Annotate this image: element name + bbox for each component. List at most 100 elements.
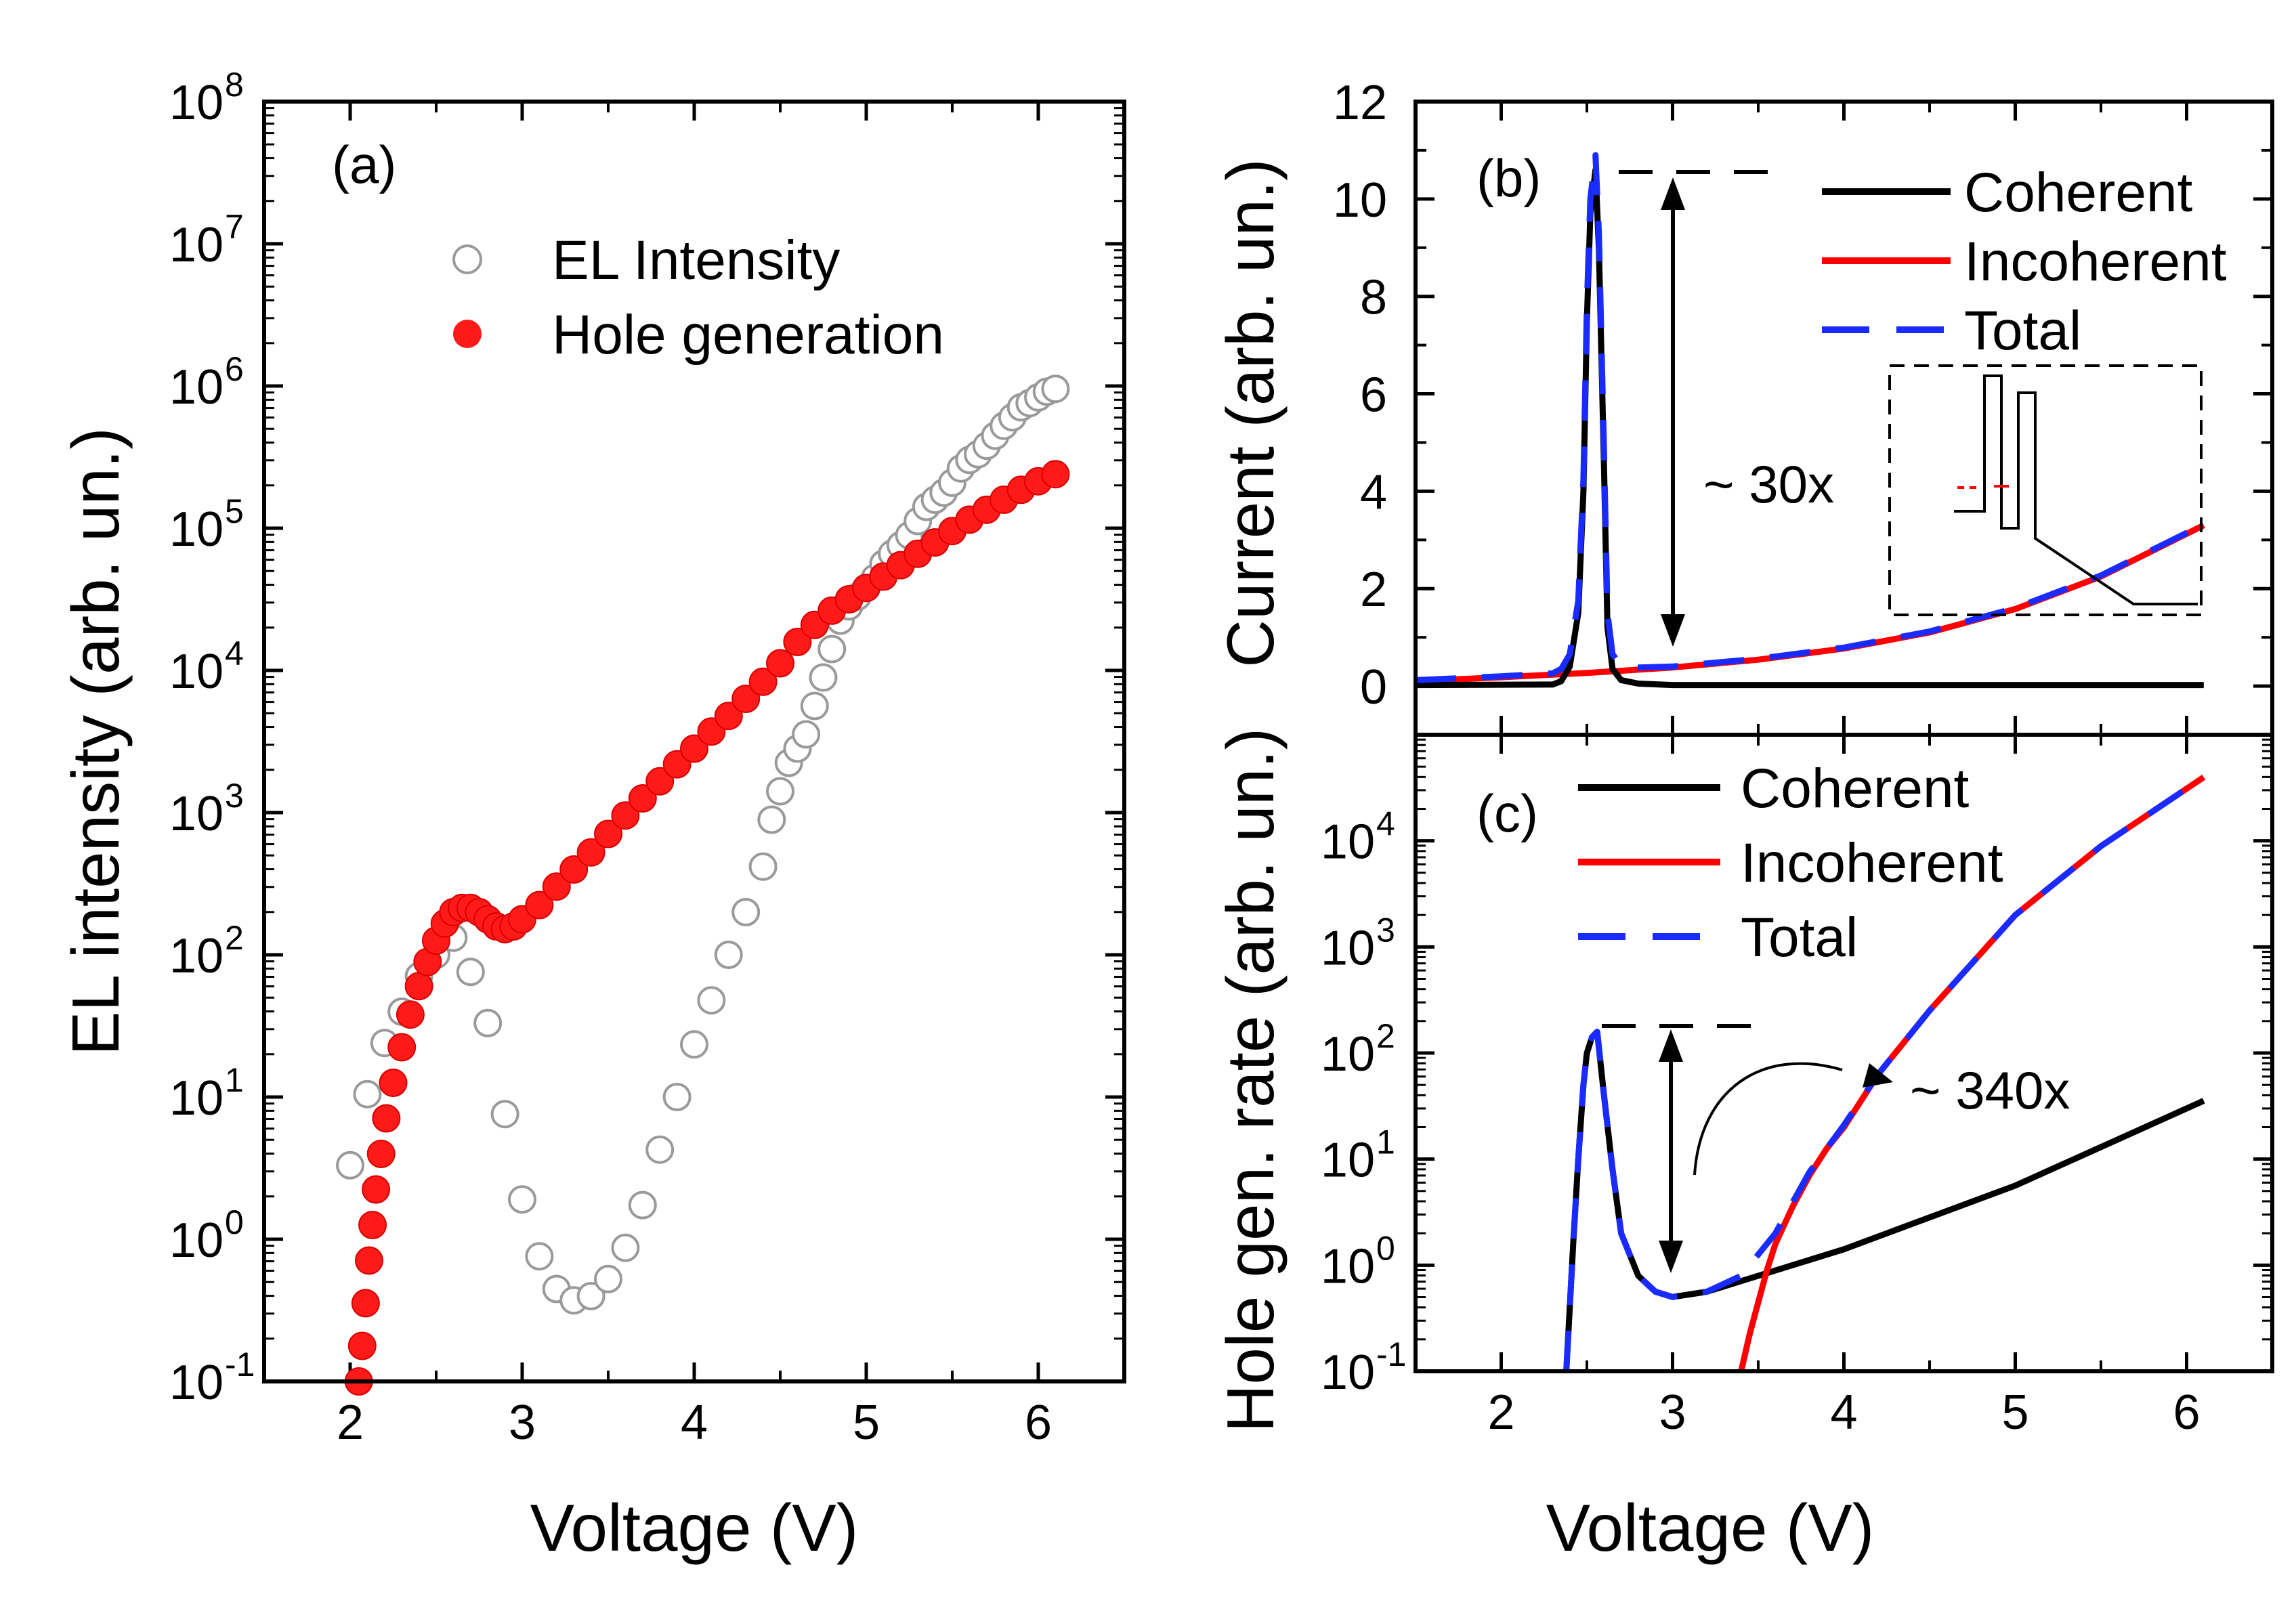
panel-a-y-tick-exponent: 7: [225, 208, 244, 246]
hole-generation-point: [362, 1175, 391, 1204]
hole-generation-point: [366, 1140, 396, 1168]
el-intensity-point: [336, 1151, 364, 1180]
panel-a-y-tick-label: 10: [169, 1213, 224, 1268]
legend-hole-generation-marker: [453, 320, 482, 348]
panel-b-y-tick-label: 2: [1360, 563, 1387, 617]
b-ratio-arrow-up: [1661, 177, 1685, 210]
hole-generation-point: [628, 784, 657, 813]
el-intensity-point: [800, 691, 829, 721]
panel-a-y-tick-label: 10: [169, 218, 224, 272]
panel-a-frame: [262, 100, 1126, 1383]
panel-a-y-tick-label: 10: [169, 787, 224, 841]
hole-generation-point: [783, 628, 812, 656]
legend-b-coherent-label: Coherent: [1964, 162, 2193, 223]
panel-c-data: [1563, 774, 2206, 1373]
legend-c-incoherent-label: Incoherent: [1741, 832, 2003, 894]
hole-generation-point: [387, 1033, 417, 1062]
inset-frame: [1888, 364, 2203, 616]
hole-generation-point: [404, 972, 433, 1001]
legend-b-incoherent-label: Incoherent: [1964, 231, 2227, 293]
panel-c-y-tick-exponent: -1: [1376, 1335, 1406, 1373]
hole-generation-point: [611, 801, 640, 830]
inset-band-profile: [1954, 374, 2198, 605]
panel-a-legend: EL Intensity Hole generation: [452, 230, 944, 366]
panel-b-label: (b): [1476, 148, 1541, 208]
panel-b-y-tick-label: 10: [1333, 173, 1387, 228]
b-ratio-label: ~ 30x: [1703, 454, 1834, 514]
panel-a-y-tick-label: 10: [169, 1356, 224, 1410]
el-intensity-point: [731, 898, 761, 926]
c-ratio-curved-arrowhead: [1863, 1063, 1893, 1088]
hole-generation-point: [731, 685, 761, 713]
panel-a-y-tick-exponent: 0: [225, 1203, 244, 1241]
legend-hole-generation-label: Hole generation: [552, 304, 944, 366]
hole-generation-point: [358, 1211, 387, 1239]
c-ratio-arrow-down: [1659, 1241, 1683, 1273]
el-intensity-point: [817, 635, 847, 664]
panel-a-y-tick-exponent: 6: [225, 350, 244, 388]
panel-a-x-tick-label: 3: [509, 1396, 536, 1450]
hole-generation-point: [748, 667, 778, 696]
panel-c-x-tick-label: 2: [1487, 1386, 1514, 1440]
panel-c-x-tick-label: 4: [1830, 1386, 1857, 1440]
hole-generation-point: [396, 1000, 425, 1029]
hole-generation-point: [379, 1069, 408, 1097]
legend-el-intensity-marker: [452, 244, 482, 274]
el-intensity-point: [645, 1135, 675, 1164]
panel-c-y-tick-label: 10: [1321, 921, 1375, 975]
panel-b-y-tick-label: 12: [1333, 76, 1387, 130]
hole-generation-point: [714, 702, 743, 731]
panel-a-y-tick-exponent: 4: [225, 635, 244, 672]
el-intensity-point: [748, 852, 778, 881]
el-intensity-point: [508, 1185, 536, 1214]
panel-b-y-axis-label: Current (arb. un.): [1213, 158, 1288, 668]
hole-generation-point: [525, 890, 554, 920]
el-intensity-point: [809, 663, 838, 692]
panel-c-y-tick-exponent: 1: [1376, 1123, 1395, 1161]
panel-b-y-tick-label: 4: [1360, 465, 1387, 519]
panel-a-x-tick-label: 6: [1025, 1396, 1052, 1450]
panel-a-y-tick-exponent: 5: [225, 492, 244, 530]
panel-a-x-tick-label: 4: [681, 1396, 708, 1450]
panel-a-y-tick-label: 10: [169, 1071, 224, 1125]
panel-a-y-tick-label: 10: [169, 645, 224, 699]
hole-generation-point: [347, 1331, 377, 1360]
hole-generation-point: [1041, 460, 1070, 489]
el-intensity-point: [766, 777, 794, 806]
el-intensity-point: [525, 1242, 554, 1271]
panel-a-data: [336, 374, 1070, 1396]
el-intensity-point: [662, 1083, 692, 1111]
panel-b-ticks: 0 2 4 6 8 10 12: [1333, 76, 2272, 735]
legend-c-coherent-label: Coherent: [1741, 758, 1970, 819]
el-intensity-point: [456, 958, 485, 987]
el-intensity-point: [628, 1190, 657, 1220]
el-intensity-point: [792, 720, 821, 749]
panel-a-y-tick-label: 10: [169, 929, 224, 983]
el-intensity-point: [611, 1233, 640, 1262]
hole-generation-point: [559, 855, 589, 884]
panel-c-frame: [1413, 733, 2274, 1373]
panel-a-y-axis-label: EL intensity (arb. un.): [58, 427, 133, 1056]
c-ratio-curved-arrow: [1693, 1062, 1843, 1176]
panel-c-y-tick-label: 10: [1321, 1346, 1375, 1400]
panel-c-y-axis-label: Hole gen. rate (arb. un.): [1213, 728, 1288, 1432]
el-intensity-point: [680, 1030, 708, 1059]
panel-c-x-tick-label: 5: [2001, 1386, 2028, 1440]
panel-a-y-tick-exponent: 8: [225, 66, 244, 104]
panel-c-y-tick-exponent: 2: [1376, 1017, 1395, 1055]
hole-generation-point: [680, 734, 708, 763]
panel-b-y-tick-label: 6: [1360, 368, 1387, 423]
panel-c-label: (c): [1476, 783, 1538, 843]
el-intensity-point: [490, 1100, 519, 1129]
panel-c-y-tick-label: 10: [1321, 1027, 1375, 1081]
panel-a-label: (a): [332, 135, 396, 194]
hole-generation-point: [354, 1246, 383, 1275]
hole-generation-point: [594, 819, 622, 849]
panel-c-x-axis-label: Voltage (V): [1546, 1490, 1875, 1565]
c-total-line: [1563, 774, 2206, 1372]
